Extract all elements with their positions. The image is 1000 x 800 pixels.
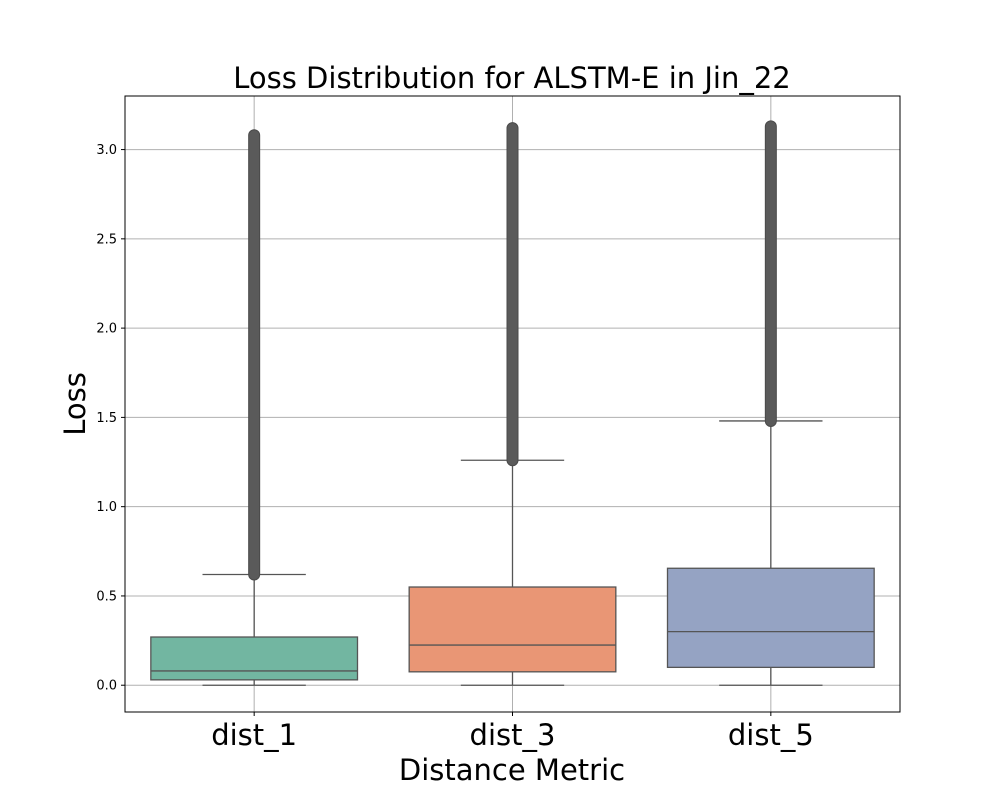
y-tick-label: 0.5 [96, 589, 117, 604]
x-tick-label: dist_1 [211, 718, 297, 752]
box-iqr [150, 636, 359, 681]
x-tick-label: dist_5 [728, 718, 814, 752]
box-iqr [408, 586, 617, 673]
box-iqr [666, 567, 875, 669]
y-tick-label: 1.0 [96, 500, 117, 515]
y-tick-label: 3.0 [96, 143, 117, 158]
y-tick-label: 1.5 [96, 411, 117, 426]
outlier-points [248, 129, 261, 581]
x-axis-label: Distance Metric [399, 753, 625, 787]
box-group-dist_5 [666, 120, 875, 686]
box-group-dist_3 [408, 122, 617, 686]
y-tick-label: 0.0 [96, 679, 117, 694]
chart-title: Loss Distribution for ALSTM-E in Jin_22 [233, 61, 791, 95]
y-axis-label: Loss [58, 372, 92, 436]
box-group-dist_1 [150, 129, 359, 686]
outlier-points [764, 120, 777, 427]
y-tick-label: 2.0 [96, 322, 117, 337]
x-tick-label: dist_3 [470, 718, 556, 752]
outlier-points [506, 122, 519, 467]
y-tick-label: 2.5 [96, 232, 117, 247]
